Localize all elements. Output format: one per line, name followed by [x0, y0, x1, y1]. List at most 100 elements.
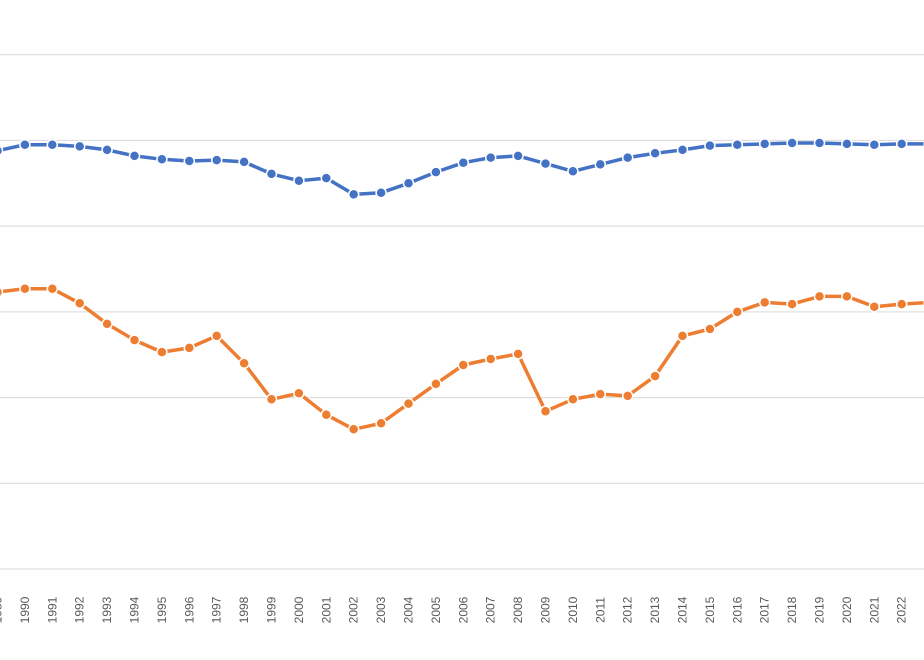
data-point-1-1997 — [210, 154, 223, 166]
data-point-2-2014 — [676, 330, 689, 342]
data-point-2-2015 — [704, 323, 716, 335]
x-tick-label: 2020 — [840, 596, 854, 623]
x-tick-label: 1993 — [100, 596, 114, 623]
data-point-1-2020 — [841, 138, 853, 150]
data-point-1-2019 — [813, 137, 826, 149]
data-point-1-2010 — [567, 165, 579, 178]
data-point-2-1993 — [101, 318, 113, 330]
x-tick-label: 2008 — [511, 596, 525, 623]
data-point-2-1991 — [46, 282, 59, 295]
series-1 — [0, 137, 924, 201]
data-point-1-2013 — [649, 147, 661, 160]
x-tick-label: 1989 — [0, 596, 5, 623]
data-point-1-2008 — [512, 150, 524, 162]
data-point-2-2010 — [567, 393, 579, 406]
x-tick-label: 2015 — [703, 596, 717, 623]
data-point-1-2016 — [731, 138, 744, 151]
gridlines — [0, 54, 924, 570]
x-tick-label: 2013 — [648, 596, 662, 623]
data-point-2-2007 — [484, 353, 497, 365]
x-tick-label: 2019 — [813, 596, 827, 623]
data-point-1-2001 — [320, 172, 333, 184]
x-tick-label: 2006 — [456, 596, 470, 623]
data-point-2-2020 — [841, 290, 853, 303]
x-tick-label: 2014 — [676, 596, 690, 623]
data-point-2-2013 — [649, 370, 661, 382]
data-point-2-1997 — [210, 330, 223, 342]
data-point-2-1998 — [238, 357, 250, 370]
data-point-1-1996 — [183, 155, 196, 167]
data-point-2-2004 — [402, 397, 415, 410]
data-point-2-2005 — [430, 378, 442, 390]
series-line-1 — [0, 141, 924, 197]
data-point-2-2017 — [758, 296, 771, 309]
data-point-1-2014 — [676, 144, 689, 156]
data-point-2-2016 — [731, 306, 744, 318]
data-point-1-1999 — [265, 168, 278, 180]
data-point-1-1992 — [73, 140, 86, 153]
data-point-2-2008 — [512, 348, 524, 360]
data-point-1-2012 — [621, 151, 634, 164]
data-point-1-1995 — [156, 153, 168, 166]
x-tick-label: 1990 — [18, 596, 32, 623]
data-point-1-2003 — [375, 186, 387, 199]
data-point-2-1995 — [156, 346, 168, 358]
series-2 — [0, 282, 924, 436]
x-tick-label: 1995 — [155, 596, 169, 623]
data-point-2-1989 — [0, 286, 4, 298]
data-point-2-1994 — [128, 334, 141, 346]
data-point-1-2000 — [293, 174, 305, 187]
x-tick-label: 2022 — [895, 596, 909, 623]
data-point-1-2009 — [539, 157, 552, 170]
data-point-1-2011 — [594, 158, 607, 171]
x-tick-label: 2003 — [374, 596, 388, 623]
data-point-1-1993 — [101, 144, 113, 156]
x-tick-label: 2001 — [319, 596, 333, 623]
data-point-2-2000 — [293, 387, 305, 400]
x-tick-label: 2004 — [402, 596, 416, 623]
x-tick-label: 1997 — [210, 596, 224, 623]
x-tick-label: 2017 — [758, 596, 772, 623]
data-point-2-2003 — [375, 417, 387, 430]
x-tick-label: 1994 — [128, 596, 142, 623]
x-tick-label: 2021 — [867, 596, 881, 623]
data-point-1-2002 — [347, 188, 360, 201]
x-tick-label: 2009 — [539, 596, 553, 623]
data-point-2-1996 — [183, 342, 196, 354]
x-tick-label: 1999 — [265, 596, 279, 623]
series-line-2 — [0, 286, 924, 432]
data-point-2-1992 — [73, 297, 86, 310]
x-tick-label: 2016 — [730, 596, 744, 623]
data-point-1-1989 — [0, 145, 4, 156]
data-point-2-2012 — [621, 390, 634, 402]
data-point-2-2011 — [594, 388, 607, 400]
x-tick-label: 2005 — [429, 596, 443, 623]
data-point-1-2018 — [786, 137, 798, 149]
data-point-1-1998 — [238, 156, 250, 168]
data-point-2-2006 — [457, 359, 470, 371]
data-point-1-2022 — [895, 138, 908, 150]
data-point-1-2017 — [758, 138, 771, 150]
x-tick-label: 1992 — [73, 596, 87, 623]
data-point-2-2009 — [539, 405, 552, 418]
data-point-2-2001 — [320, 408, 333, 421]
data-point-1-1991 — [46, 138, 59, 151]
data-point-1-2005 — [430, 166, 442, 178]
x-tick-label: 2007 — [484, 596, 498, 623]
data-point-2-2002 — [347, 423, 360, 436]
data-point-2-2019 — [813, 290, 826, 303]
data-point-2-2018 — [786, 298, 798, 310]
data-point-1-2015 — [704, 139, 716, 152]
data-point-1-2006 — [457, 156, 470, 169]
data-point-1-1994 — [128, 150, 141, 162]
x-tick-label: 2012 — [621, 596, 635, 623]
x-tick-label: 1998 — [237, 596, 251, 623]
data-point-1-2007 — [484, 151, 497, 164]
x-tick-label: 1991 — [45, 596, 59, 623]
x-tick-label: 2010 — [566, 596, 580, 623]
x-axis-tick-labels: 1989 1990 1991 1992 1993 1994 1995 1996 1997 1998… — [0, 596, 924, 623]
data-point-1-2004 — [402, 177, 415, 190]
data-point-1-1990 — [19, 138, 31, 151]
data-point-2-1990 — [19, 282, 31, 295]
